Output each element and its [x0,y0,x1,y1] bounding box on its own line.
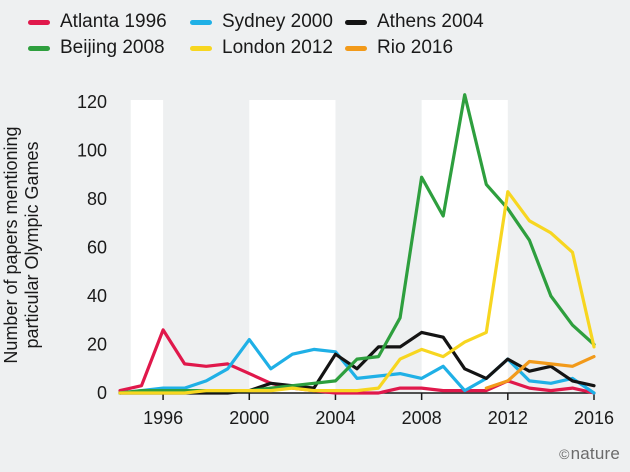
legend-item-athens-2004: Athens 2004 [345,11,484,33]
x-tick-label-2004: 2004 [315,408,355,428]
y-tick-label-120: 120 [77,92,107,112]
legend-swatch [190,19,212,25]
y-tick-label-0: 0 [97,383,107,403]
legend-swatch [345,45,367,51]
shaded-band-1 [249,100,336,393]
legend-label: Beijing 2008 [60,37,165,58]
shaded-band-0 [130,100,164,393]
x-tick-label-2016: 2016 [574,408,614,428]
y-tick-label-80: 80 [87,189,107,209]
legend-label: Rio 2016 [377,37,454,58]
nature-credit: ©nature [559,444,620,464]
series-line-london-2012 [118,190,596,395]
legend-swatch [28,19,50,25]
legend-item-beijing-2008: Beijing 2008 [28,37,165,59]
x-tick-label-2012: 2012 [488,408,528,428]
legend-swatch [345,19,367,25]
series-line-atlanta-1996 [118,328,596,395]
series-line-athens-2004 [118,330,596,395]
copyright-symbol: © [559,446,570,462]
legend-item-london-2012: London 2012 [190,37,333,59]
series-line-beijing-2008 [118,93,596,395]
legend-label: Athens 2004 [377,11,484,32]
legend-label: Sydney 2000 [222,11,333,32]
y-tick-label-20: 20 [87,335,107,355]
x-tick-label-2000: 2000 [229,408,269,428]
x-tick-label-1996: 1996 [143,408,183,428]
y-tick-label-60: 60 [87,238,107,258]
credit-text: nature [570,444,620,463]
x-tick-label-2008: 2008 [402,408,442,428]
legend: Atlanta 1996 Sydney 2000 Athens 2004 Beijin… [0,0,630,80]
legend-swatch [190,45,212,51]
legend-swatch [28,45,50,51]
legend-label: Atlanta 1996 [60,11,167,32]
legend-label: London 2012 [222,37,333,58]
legend-item-sydney-2000: Sydney 2000 [190,11,333,33]
series-line-sydney-2000 [118,338,596,395]
legend-item-atlanta-1996: Atlanta 1996 [28,11,167,33]
legend-item-rio-2016: Rio 2016 [345,37,453,59]
shaded-band-2 [421,100,508,393]
y-tick-label-100: 100 [77,141,107,161]
y-tick-label-40: 40 [87,286,107,306]
series-line-rio-2016 [484,355,596,390]
